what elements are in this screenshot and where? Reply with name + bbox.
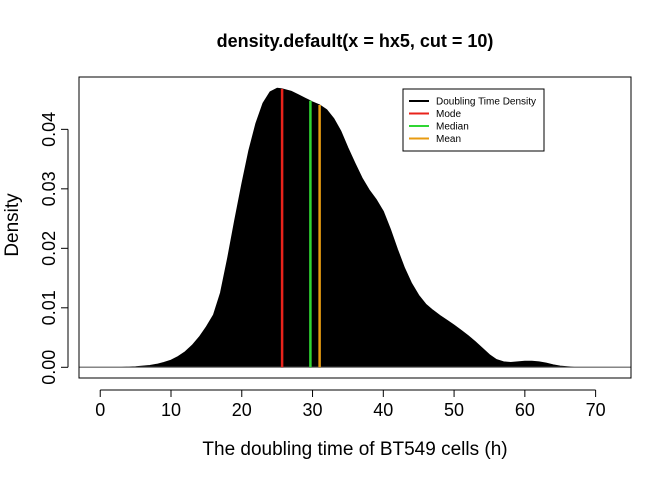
legend-box (402, 88, 545, 152)
legend-label: Mean (436, 134, 461, 145)
x-axis-label: The doubling time of BT549 cells (h) (202, 439, 507, 460)
chart-title: density.default(x = hx5, cut = 10) (217, 31, 494, 51)
x-tick-label: 60 (515, 400, 535, 420)
x-tick-label: 30 (303, 400, 323, 420)
y-tick-label: 0.04 (39, 112, 59, 147)
x-tick-label: 20 (232, 400, 252, 420)
density-area (79, 87, 631, 368)
y-tick-label: 0.00 (39, 350, 59, 385)
x-axis: 0 10 20 30 40 50 60 70 (95, 389, 606, 420)
legend-label: Mode (436, 109, 461, 120)
x-tick-label: 70 (586, 400, 606, 420)
legend-label: Median (436, 122, 469, 133)
x-tick-label: 40 (373, 400, 393, 420)
x-tick-label: 50 (444, 400, 464, 420)
x-tick-label: 10 (161, 400, 181, 420)
y-tick-label: 0.01 (39, 290, 59, 325)
y-tick-label: 0.02 (39, 231, 59, 266)
legend-label: Doubling Time Density (436, 97, 536, 108)
plot-area (78, 76, 632, 379)
y-axis: 0.00 0.01 0.02 0.03 0.04 (39, 112, 69, 385)
plot-frame (78, 76, 632, 379)
y-tick-label: 0.03 (39, 171, 59, 206)
x-tick-label: 0 (95, 400, 105, 420)
statistic-lines (280, 88, 321, 368)
y-axis-label: Density (2, 193, 23, 257)
